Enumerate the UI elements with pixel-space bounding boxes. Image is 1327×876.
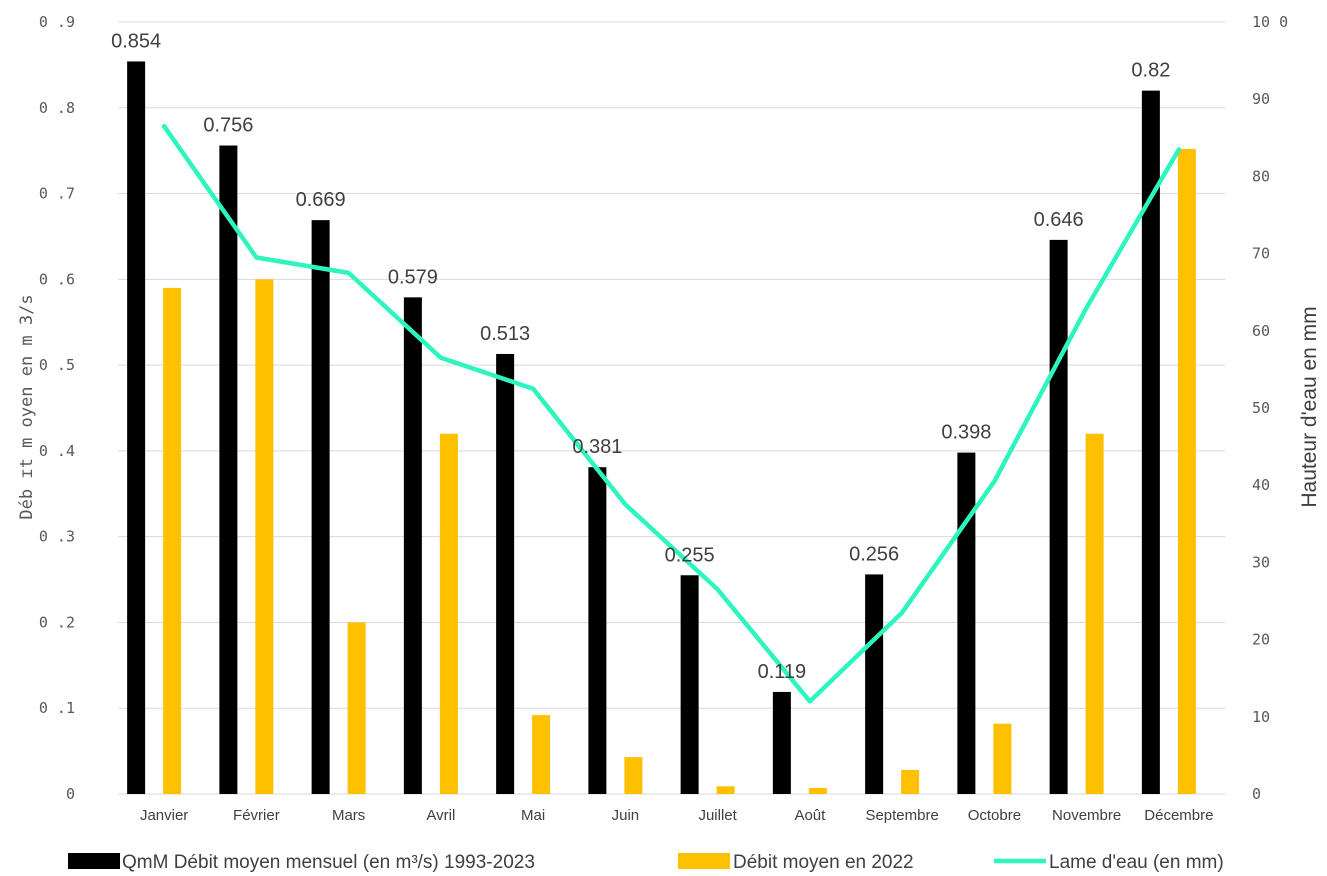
x-tick-label: Août [794,807,826,824]
bar-2022 [624,757,643,794]
bar-qmm [772,691,791,794]
bar-data-label: 0.381 [572,436,622,458]
right-axis-ticks: 0 10 20 30 40 50 60 70 80 90 10 0 [1252,13,1288,803]
right-tick-label: 40 [1252,476,1270,494]
right-tick-label: 60 [1252,322,1270,340]
data-labels: 0.854 0.756 0.669 0.579 0.513 0.381 0.255 0.119… [111,30,1170,682]
legend-label-qmm: QmM Débit moyen mensuel (en m³/s) 1993-2… [122,852,535,873]
right-tick-label: 0 [1252,785,1261,803]
bar-2022 [901,769,920,794]
bar-data-label: 0.255 [665,544,715,566]
bar-2022 [163,287,182,794]
right-tick-label: 70 [1252,245,1270,263]
bar-qmm [1141,90,1160,795]
bar-qmm [680,575,699,794]
bars [127,61,1196,795]
x-tick-label: Septembre [865,807,938,824]
bar-2022 [255,279,274,794]
right-tick-label: 90 [1252,90,1270,108]
bar-data-label: 0.854 [111,30,161,52]
left-tick-label: 0 .6 [39,270,75,288]
x-tick-label: Avril [426,807,455,824]
x-tick-label: Novembre [1052,807,1121,824]
line-series [161,123,1182,704]
x-tick-label: Décembre [1144,807,1213,824]
legend-swatch-qmm [68,853,120,869]
x-tick-label: Octobre [968,807,1021,824]
bar-data-label: 0.119 [758,661,807,683]
right-tick-label: 80 [1252,167,1270,185]
right-tick-label: 20 [1252,631,1270,649]
right-tick-label: 10 0 [1252,13,1288,31]
x-tick-label: Juin [612,807,640,824]
bar-data-label: 0.579 [388,266,438,288]
bar-data-label: 0.669 [296,189,346,211]
x-axis-ticks: Janvier Février Mars Avril Mai Juin Juillet Aoû… [140,807,1214,824]
left-tick-label: 0 .2 [39,613,75,631]
bar-data-label: 0.398 [941,422,991,444]
bar-2022 [716,786,735,794]
bar-2022 [993,723,1012,794]
bar-data-label: 0.756 [203,115,253,137]
bar-2022 [1085,433,1104,794]
left-tick-label: 0 .5 [39,356,75,374]
left-axis-title: Déb ɪt m oyen en m 3/s [17,294,37,519]
bar-2022 [532,715,551,794]
right-tick-label: 10 [1252,708,1270,726]
bar-data-label: 0.256 [849,543,899,565]
legend-label-2022: Débit moyen en 2022 [733,852,914,873]
left-tick-label: 0 [66,785,75,803]
bar-2022 [347,622,366,794]
gridlines [118,21,1225,795]
bar-data-label: 0.646 [1034,209,1084,231]
left-tick-label: 0 .9 [39,13,75,31]
bar-2022 [1177,148,1196,794]
bar-qmm [865,574,884,794]
bar-qmm [496,353,515,794]
x-tick-label: Juillet [698,807,737,824]
bar-2022 [439,433,458,794]
bar-2022 [808,787,827,794]
left-axis-ticks: 0 0 .1 0 .2 0 .3 0 .4 0 .5 0 .6 0 .7 0 .8 0 .9 [39,13,75,803]
left-tick-label: 0 .4 [39,442,75,460]
bar-qmm [1049,239,1068,794]
right-tick-label: 50 [1252,399,1270,417]
bar-qmm [127,61,146,795]
bar-qmm [957,452,976,794]
left-tick-label: 0 .7 [39,185,75,203]
x-tick-label: Janvier [140,807,188,824]
x-tick-label: Mai [521,807,545,824]
right-axis-title: Hauteur d'eau en mm [1298,306,1321,507]
bar-qmm [219,145,238,794]
legend-label-lame: Lame d'eau (en mm) [1049,852,1224,873]
x-tick-label: Février [233,807,280,824]
bar-qmm [588,467,607,794]
bar-qmm [311,220,330,794]
bar-data-label: 0.513 [480,323,530,345]
x-tick-label: Mars [332,807,365,824]
bar-qmm [403,297,422,794]
left-tick-label: 0 .8 [39,99,75,117]
left-tick-label: 0 .3 [39,528,75,546]
line-lame-deau [161,123,1182,704]
left-tick-label: 0 .1 [39,699,75,717]
bar-data-label: 0.82 [1131,60,1170,82]
legend-swatch-2022 [678,853,730,869]
legend: QmM Débit moyen mensuel (en m³/s) 1993-2… [68,852,1224,873]
right-tick-label: 30 [1252,553,1270,571]
